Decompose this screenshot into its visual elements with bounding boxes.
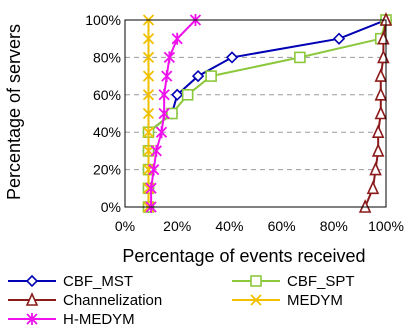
- x-tick-label: 20%: [163, 218, 191, 234]
- series-cbf-spt: [142, 14, 392, 213]
- legend-label: MEDYM: [287, 292, 343, 309]
- data-point: [155, 126, 168, 139]
- data-point: [205, 70, 217, 82]
- legend-item: CBF_MST: [8, 273, 133, 290]
- grid: [125, 56, 386, 171]
- x-tick-label: 100%: [368, 218, 404, 234]
- legend-label: H-MEDYM: [63, 311, 135, 328]
- data-point: [148, 163, 160, 176]
- y-tick-label: 0%: [101, 199, 121, 215]
- y-tick-label: 80%: [93, 49, 121, 65]
- data-point: [25, 292, 39, 306]
- series-line: [147, 19, 387, 207]
- legend-item: Channelization: [8, 292, 162, 309]
- data-point: [166, 107, 178, 120]
- data-point: [171, 32, 183, 45]
- data-point: [163, 51, 176, 64]
- data-point: [142, 70, 155, 82]
- legend-item: MEDYM: [232, 292, 343, 309]
- data-point: [145, 182, 157, 195]
- data-point: [294, 51, 306, 64]
- data-point: [25, 274, 39, 288]
- data-point: [150, 144, 162, 157]
- data-point: [142, 33, 155, 45]
- data-point: [158, 88, 170, 101]
- data-point: [171, 88, 184, 101]
- data-point: [26, 313, 38, 325]
- data-point: [369, 161, 382, 176]
- data-point: [374, 68, 388, 82]
- data-point: [250, 275, 262, 287]
- x-axis-title: Percentage of events received: [122, 246, 365, 266]
- legend: CBF_MST CBF_SPT Channelization MEDYM H-MEDYM: [8, 273, 355, 328]
- y-tick-label: 20%: [93, 162, 121, 178]
- data-point: [142, 126, 155, 138]
- data-point: [142, 51, 155, 64]
- legend-label: CBF_MST: [63, 273, 133, 290]
- x-tick-label: 80%: [320, 218, 348, 234]
- y-axis-title: Percentage of servers: [4, 24, 24, 200]
- series-layer: [142, 12, 393, 214]
- data-point: [158, 107, 170, 120]
- legend-label: CBF_SPT: [287, 273, 355, 290]
- data-point: [142, 107, 155, 120]
- legend-item: CBF_SPT: [232, 273, 355, 290]
- data-point: [142, 163, 155, 176]
- x-tick-label: 0%: [115, 218, 135, 234]
- x-tick-label: 40%: [215, 218, 243, 234]
- data-point: [366, 180, 380, 195]
- axes: 0% 20% 40% 60% 80% 100% 0% 20% 40% 60% 80% 100%: [85, 12, 404, 234]
- data-point: [371, 124, 385, 138]
- data-point: [374, 86, 388, 101]
- data-point: [332, 32, 346, 45]
- legend-label: Channelization: [63, 292, 162, 309]
- data-point: [142, 89, 155, 101]
- data-point: [374, 105, 388, 120]
- data-point: [225, 51, 239, 64]
- series-line: [147, 19, 387, 207]
- plot-frame: [124, 19, 387, 208]
- data-point: [191, 69, 205, 83]
- y-tick-label: 40%: [93, 124, 121, 140]
- y-tick-label: 100%: [85, 12, 121, 28]
- y-tick-label: 60%: [93, 87, 121, 103]
- x-tick-label: 60%: [268, 218, 296, 234]
- data-point: [181, 89, 194, 101]
- data-point: [250, 294, 262, 306]
- data-point: [161, 70, 173, 83]
- data-point: [371, 142, 385, 157]
- legend-item: H-MEDYM: [8, 311, 135, 328]
